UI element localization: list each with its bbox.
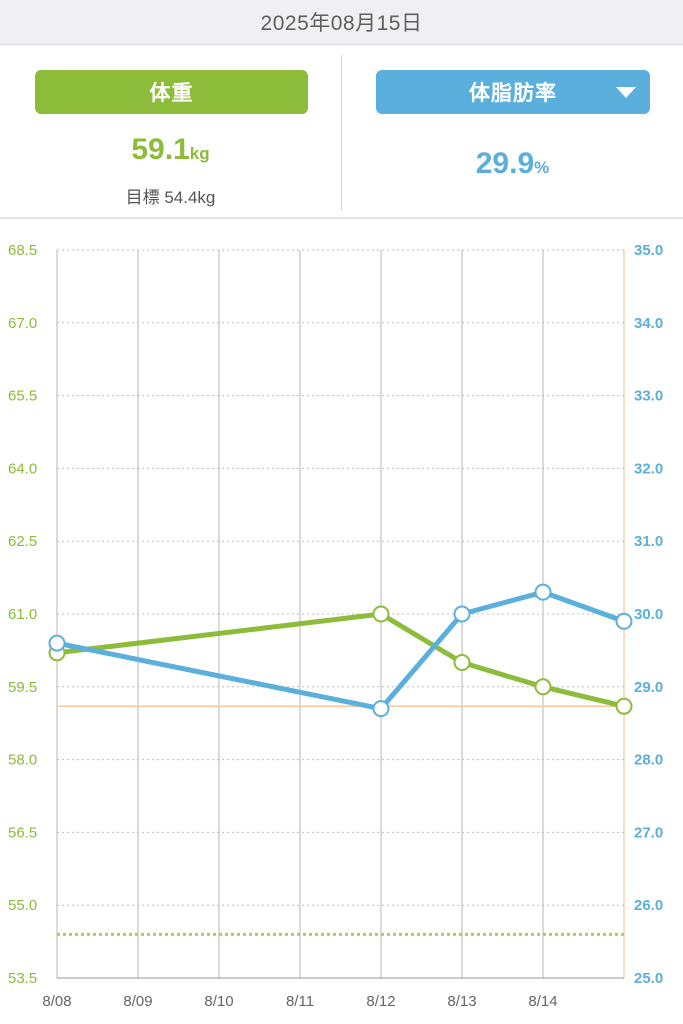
y-right-tick-label: 25.0 (634, 970, 663, 987)
y-left-tick-label: 55.0 (8, 897, 37, 914)
x-tick-label: 8/10 (204, 993, 233, 1010)
fat-unit: % (534, 158, 550, 177)
y-left-tick-label: 58.0 (8, 752, 37, 769)
date-text: 2025年08月15日 (260, 12, 423, 35)
y-left-tick-label: 67.0 (8, 315, 37, 332)
weight-goal: 目標 54.4kg (125, 188, 216, 207)
fat-metric-dropdown[interactable]: 体脂肪率 (376, 70, 650, 114)
fat-data-point (372, 700, 390, 718)
y-left-tick-label: 59.5 (8, 679, 37, 696)
y-right-tick-label: 26.0 (634, 897, 663, 914)
x-tick-label: 8/08 (42, 993, 71, 1010)
y-right-tick-label: 29.0 (634, 679, 663, 696)
fat-panel: 体脂肪率 29.9% (342, 45, 683, 217)
fat-data-point (534, 583, 552, 601)
weight-data-point (534, 678, 552, 696)
y-left-tick-label: 61.0 (8, 606, 37, 623)
weight-label-button[interactable]: 体重 (35, 70, 308, 114)
weight-label: 体重 (149, 82, 194, 105)
y-right-tick-label: 32.0 (634, 460, 663, 477)
chevron-down-icon (616, 87, 636, 98)
x-tick-label: 8/09 (123, 993, 152, 1010)
x-tick-label: 8/14 (528, 993, 557, 1010)
fat-number: 29.9 (475, 147, 535, 180)
weight-data-point (615, 697, 633, 715)
y-left-tick-label: 64.0 (8, 460, 37, 477)
y-left-tick-label: 65.5 (8, 388, 37, 405)
x-tick-label: 8/13 (447, 993, 476, 1010)
chart-axis-labels: 68.5 67.0 65.5 64.0 62.5 61.0 59.5 58.0 56.5 55.0… (8, 242, 663, 1010)
reference-lines (57, 705, 624, 936)
y-right-tick-label: 35.0 (634, 242, 663, 259)
weight-number: 59.1 (131, 133, 190, 166)
y-right-tick-label: 28.0 (634, 752, 663, 769)
x-tick-label: 8/12 (366, 993, 395, 1010)
panel-divider (341, 55, 342, 210)
y-right-tick-label: 34.0 (634, 315, 663, 332)
y-left-tick-label: 53.5 (8, 970, 37, 987)
date-header[interactable]: 2025年08月15日 (0, 0, 683, 45)
chart-grid (56, 249, 625, 979)
weight-data-point (372, 605, 390, 623)
fat-label: 体脂肪率 (469, 82, 557, 105)
y-right-tick-label: 31.0 (634, 533, 663, 550)
fat-value: 29.9% (342, 147, 683, 181)
weight-data-point (453, 654, 471, 672)
y-left-tick-label: 68.5 (8, 242, 37, 259)
chart-series (48, 583, 633, 718)
y-right-tick-label: 33.0 (634, 388, 663, 405)
fat-data-point (453, 605, 471, 623)
fat-data-point (48, 634, 66, 652)
weight-value: 59.1kg (0, 133, 341, 167)
y-left-tick-label: 62.5 (8, 533, 37, 550)
y-right-tick-label: 27.0 (634, 824, 663, 841)
weight-panel: 体重 59.1kg 目標 54.4kg (0, 45, 341, 217)
weight-fat-chart[interactable]: 68.5 67.0 65.5 64.0 62.5 61.0 59.5 58.0 56.5 55.0… (0, 219, 683, 1024)
x-tick-label: 8/11 (286, 993, 314, 1010)
y-right-tick-label: 30.0 (634, 606, 663, 623)
section-divider (0, 217, 683, 219)
fat-data-point (615, 612, 633, 630)
weight-unit: kg (189, 144, 210, 163)
y-left-tick-label: 56.5 (8, 824, 37, 841)
